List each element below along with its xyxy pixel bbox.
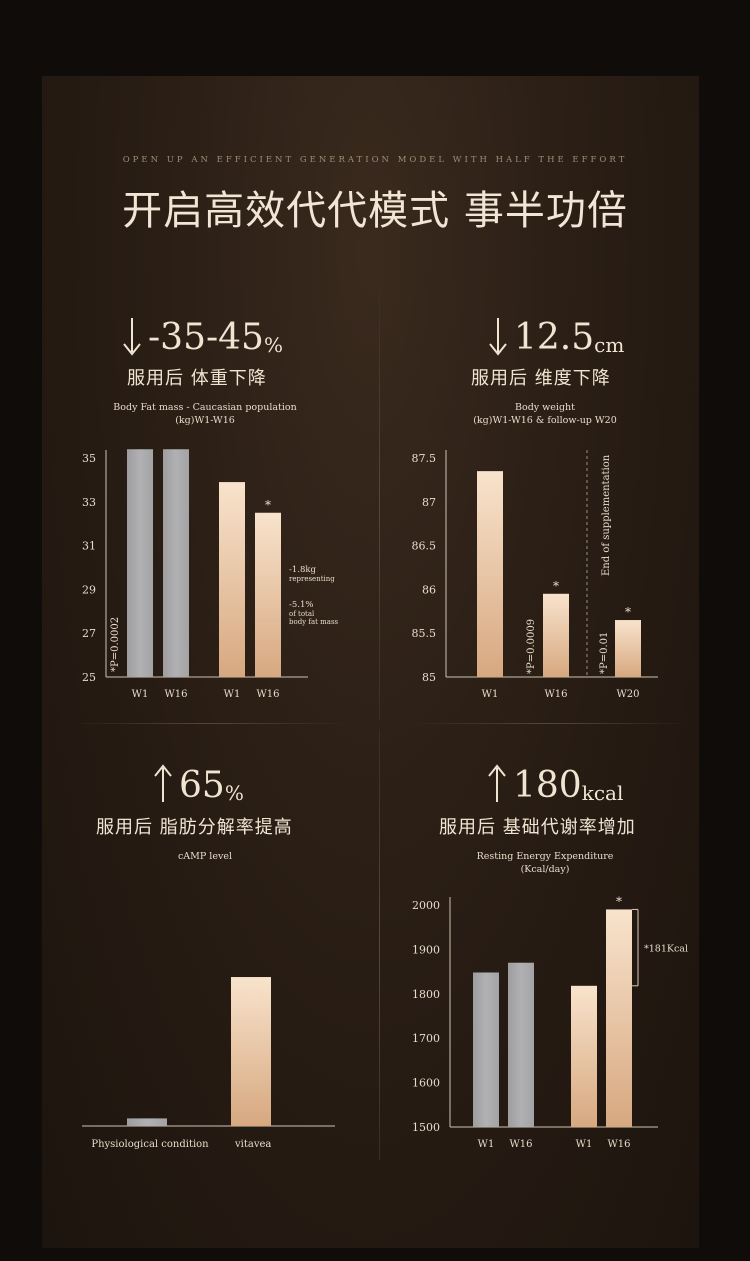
x-tick-label: Physiological condition [91,1139,209,1150]
bar [606,909,632,1127]
y-tick-label: 25 [82,671,96,684]
stat-value: -35-45 [148,317,264,358]
chart-title-line2: (kg)W1-W16 & follow-up W20 [473,415,617,426]
y-tick-label: 33 [82,496,96,509]
chart-title-line2: (kg)W1-W16 [175,415,235,426]
y-tick-label: 87 [422,496,436,509]
stat-lipolysis: 65 % [153,764,244,804]
y-tick-label: 2000 [412,899,440,912]
bar [543,593,569,677]
p-value-label: *P=0.01 [599,632,610,674]
x-tick-label: W16 [164,689,187,700]
down-arrow-icon [123,318,141,356]
x-tick-label: W1 [478,1139,495,1150]
y-tick-label: 1900 [412,943,440,956]
chart-title: Body Fat mass - Caucasian population (kg… [70,401,340,427]
chart-title-line1: Resting Energy Expenditure [476,851,614,862]
bar [615,620,641,677]
chart-camp-level: Physiological condition vitavea [82,977,335,1150]
vertical-divider-bottom [379,730,380,1160]
bar [477,471,503,677]
chart-resting-energy: 2000 1900 1800 1700 1600 1500 W1 W16 W1 W16 * *181K… [412,894,688,1150]
bar [127,1118,167,1126]
y-tick-label: 27 [82,627,96,640]
stat-fat-loss: -35-45 % [122,316,283,356]
chart-title-line2: (Kcal/day) [520,864,570,875]
bar [163,449,189,677]
bar [219,482,245,677]
chart-title: Resting Energy Expenditure (Kcal/day) [410,850,680,876]
y-tick-label: 85 [422,671,436,684]
significance-star: * [265,498,271,512]
stat-unit: % [224,781,244,805]
y-tick-label: 86 [422,583,436,596]
y-tick-label: 87.5 [412,452,437,465]
y-tick-label: 1500 [412,1121,440,1134]
bar [255,512,281,677]
down-arrow-icon [489,318,507,356]
x-tick-label: W20 [616,689,639,700]
caption-lipolysis-up: 服用后 脂肪分解率提高 [96,817,293,838]
up-arrow-icon [488,764,506,802]
header-subtitle: OPEN UP AN EFFICIENT GENERATION MODEL WI… [122,155,628,165]
significance-star: * [616,894,622,908]
caption-weight-down: 服用后 体重下降 [127,368,267,389]
stat-unit: cm [594,333,625,357]
supplementation-end-label: End of supplementation [601,454,612,576]
y-tick-label: 86.5 [412,540,437,553]
caption-metabolism-up: 服用后 基础代谢率增加 [439,817,636,838]
x-tick-label: W1 [576,1139,593,1150]
y-tick-label: 1700 [412,1032,440,1045]
bar [571,985,597,1127]
bar [127,449,153,677]
chart-title-line1: Body Fat mass - Caucasian population [113,402,297,413]
bar [231,977,271,1126]
x-tick-label: W16 [544,689,567,700]
x-tick-label: W1 [482,689,499,700]
p-value-label: *P=0.0002 [110,617,121,672]
p-value-label: *P=0.0009 [526,619,537,674]
y-tick-label: 85.5 [412,627,437,640]
chart-title-line1: Body weight [515,402,575,413]
y-tick-label: 31 [82,540,96,553]
caption-girth-down: 服用后 维度下降 [471,368,611,389]
chart-annotation: representing [289,575,335,583]
x-tick-label: W16 [256,689,279,700]
horizontal-divider-left [70,723,350,724]
chart-annotation: of total [289,610,315,618]
page-title: 开启高效代代模式 事半功倍 [122,188,628,234]
stat-value: 65 [179,765,225,806]
chart-title: Body weight (kg)W1-W16 & follow-up W20 [410,401,680,427]
chart-title: cAMP level [177,851,232,862]
stat-value: 12.5 [514,317,595,358]
x-tick-label: W16 [607,1139,630,1150]
y-tick-label: 1800 [412,988,440,1001]
x-tick-label: W16 [509,1139,532,1150]
y-tick-label: 1600 [412,1077,440,1090]
x-tick-label: W1 [132,689,149,700]
x-tick-label: vitavea [234,1139,271,1150]
chart-annotation: -5.1% [289,600,313,610]
vertical-divider-top [379,290,380,720]
horizontal-divider-right [410,723,690,724]
significance-star: * [625,605,631,619]
chart-body-weight: 87.5 87 86.5 86 85.5 85 W1 W16 * W20 * End of suppl… [412,450,658,700]
stat-value: 180 [513,765,582,806]
chart-annotation: body fat mass [289,618,339,626]
significance-star: * [553,579,559,593]
y-tick-label: 35 [82,452,96,465]
y-tick-label: 29 [82,583,96,596]
chart-body-fat-mass: 35 33 31 29 27 25 W1 W16 W1 W16 * *P=0.0002 -1.8kgre… [82,449,339,700]
up-arrow-icon [154,764,172,802]
x-tick-label: W1 [224,689,241,700]
difference-label: *181Kcal [644,944,688,955]
chart-annotation: -1.8kg [289,565,317,575]
stat-unit: kcal [581,781,624,805]
stat-metabolism: 180 kcal [487,764,623,804]
stat-unit: % [263,333,283,357]
bar [473,972,499,1127]
stat-girth-loss: 12.5 cm [488,316,624,356]
bar [508,962,534,1127]
